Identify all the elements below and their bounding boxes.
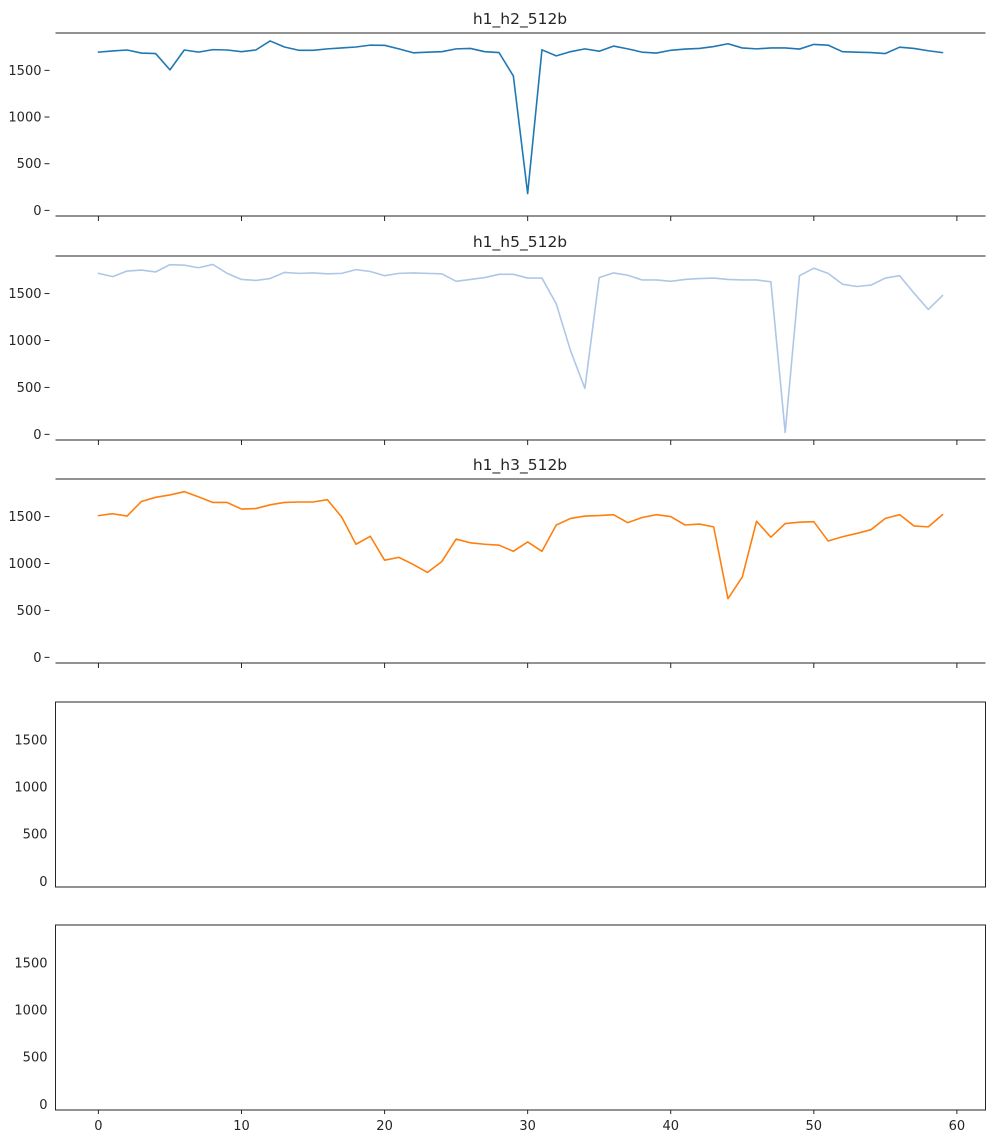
panel-title: h1_h3_512b xyxy=(473,456,567,475)
panel-frame xyxy=(55,701,986,888)
y-tick-label: 1500 xyxy=(8,64,41,79)
y-tick-label: 1500 xyxy=(14,956,47,971)
y-tick-label: 500 xyxy=(23,1051,48,1066)
panel-frame xyxy=(55,924,986,1111)
series-line-h1_h5_512b xyxy=(97,263,944,434)
x-tick-label: 30 xyxy=(519,1119,536,1134)
y-tick-label: 500 xyxy=(17,157,42,172)
y-tick-label: 1000 xyxy=(8,111,41,126)
x-tick-label: 10 xyxy=(233,1119,250,1134)
panel-title: h1_h2_512b xyxy=(473,10,567,29)
y-tick-label: 0 xyxy=(33,428,41,443)
y-tick-label: 1000 xyxy=(14,780,47,795)
y-tick-label: 0 xyxy=(33,204,41,219)
y-tick-label: 500 xyxy=(17,381,42,396)
series-line-h1_h2_512b xyxy=(97,40,944,195)
x-tick-label: 20 xyxy=(376,1119,393,1134)
series-line-h1_h3_512b xyxy=(97,490,944,600)
x-tick-label: 60 xyxy=(949,1119,966,1134)
y-tick-label: 0 xyxy=(33,651,41,666)
y-tick-label: 1000 xyxy=(8,334,41,349)
y-tick-label: 1500 xyxy=(14,733,47,748)
y-tick-label: 0 xyxy=(39,875,47,890)
y-tick-label: 1500 xyxy=(8,287,41,302)
x-tick-label: 40 xyxy=(662,1119,679,1134)
y-tick-label: 0 xyxy=(39,1098,47,1113)
y-tick-label: 1500 xyxy=(8,510,41,525)
y-tick-label: 500 xyxy=(17,604,42,619)
y-tick-label: 1000 xyxy=(8,557,41,572)
x-tick-label: 50 xyxy=(806,1119,823,1134)
x-tick-label: 0 xyxy=(94,1119,102,1134)
panel-title: h1_h5_512b xyxy=(473,233,567,252)
y-tick-label: 1000 xyxy=(14,1003,47,1018)
y-tick-label: 500 xyxy=(23,828,48,843)
